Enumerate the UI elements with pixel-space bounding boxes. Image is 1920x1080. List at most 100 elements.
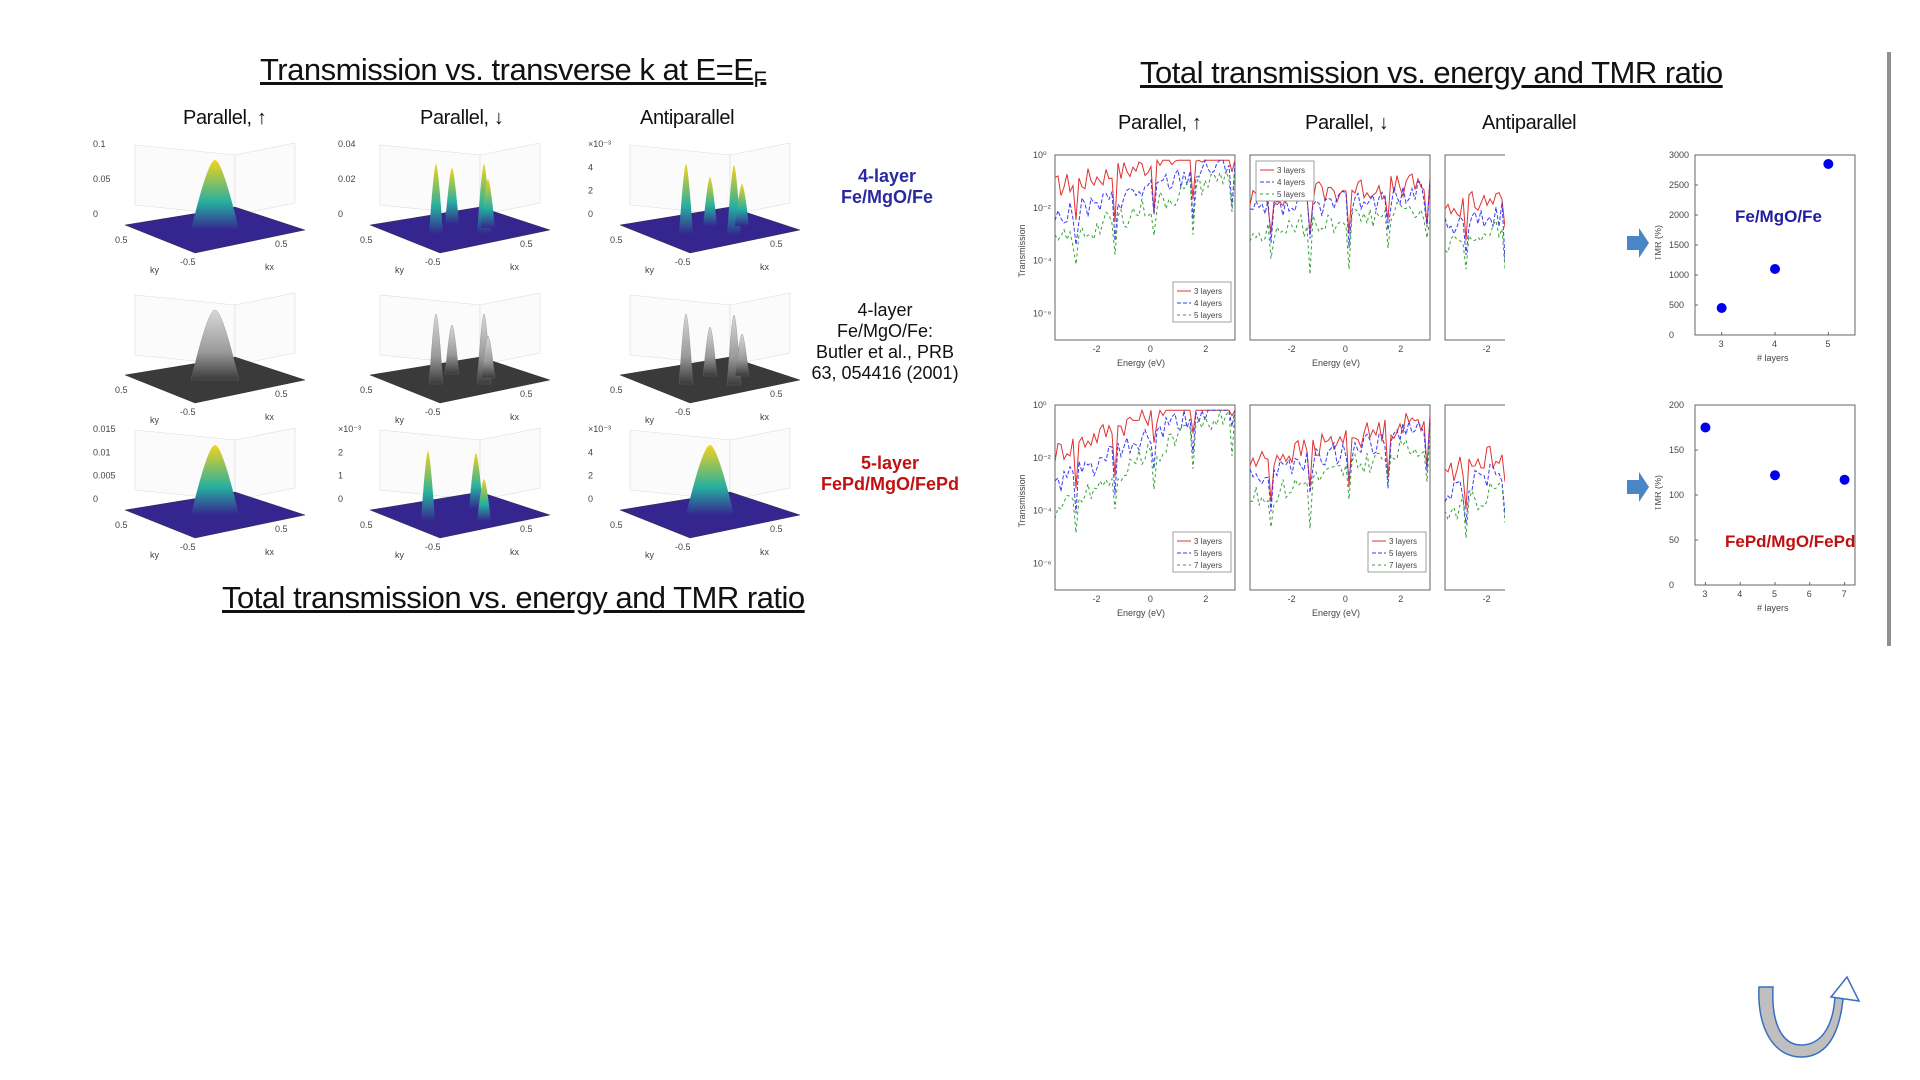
data-point	[1770, 470, 1780, 481]
y-tick-label: 10⁰	[1033, 400, 1047, 410]
transmission-panel: -2 0 2 Energy (eV) 10⁰ 10⁻² 10⁻⁴ 10⁻⁶ Transmissi…	[1017, 150, 1236, 368]
axis-tick-label: -0.5	[180, 257, 196, 267]
x-tick-label: 0	[1343, 594, 1348, 604]
x-axis-label: Energy (eV)	[1312, 358, 1360, 368]
surface-peak	[190, 309, 240, 381]
transmission-series-line	[1054, 169, 1236, 265]
x-tick-label: 4	[1737, 589, 1742, 599]
axis-k-label: kx	[265, 547, 275, 557]
surface-base	[619, 206, 801, 254]
data-point	[1716, 303, 1727, 313]
row-label-fe-mgo-fe: 4-layer Fe/MgO/Fe	[812, 166, 962, 208]
surface-peak	[686, 445, 734, 515]
axis-tick-label: 0.5	[770, 239, 783, 249]
axis-k-label: kx	[760, 547, 770, 557]
x-tick-label: -2	[1483, 594, 1491, 604]
z-tick-label: 0.04	[338, 139, 356, 149]
surface-peak	[481, 179, 495, 228]
axis-k-label: kx	[510, 412, 520, 422]
z-tick-label: 0	[588, 209, 593, 219]
surface-peak	[469, 453, 483, 509]
row-label-fepd-mgo-fepd: 5-layer FePd/MgO/FePd	[800, 453, 980, 495]
row-label-line: Fe/MgO/Fe	[840, 187, 933, 207]
z-tick-label: 0	[338, 494, 343, 504]
axis-k-label: ky	[150, 550, 160, 560]
axis-tick-label: 0.5	[610, 385, 623, 395]
x-tick-label: -2	[1483, 344, 1491, 354]
surface-peak	[421, 451, 435, 521]
row-label-line: FePd/MgO/FePd	[820, 474, 959, 494]
legend-label: 7 layers	[1389, 561, 1417, 570]
z-tick-label: 0	[93, 209, 98, 219]
axis-tick-label: -0.5	[180, 407, 196, 417]
legend-box	[1367, 531, 1427, 573]
transmission-panel: -2 0 2 Energy (eV) 3 layers 5 layers 7 layers	[1249, 404, 1431, 618]
surface-base	[369, 356, 551, 404]
u-turn-arrow-icon[interactable]	[1755, 975, 1865, 1065]
z-tick-label: 0.015	[93, 424, 116, 434]
right-arrow-icon	[1627, 472, 1649, 502]
x-axis-label: Energy (eV)	[1117, 358, 1165, 368]
z-tick-label: 0.01	[93, 447, 111, 457]
surface-plot: 0.5 -0.5 0.5 ky kx	[115, 292, 306, 425]
axis-tick-label: 0.5	[275, 389, 288, 399]
y-tick-label: 500	[1669, 300, 1684, 310]
legend-label: 5 layers	[1389, 549, 1417, 558]
data-point	[1700, 422, 1711, 433]
axis-k-label: kx	[510, 547, 520, 557]
axis-tick-label: 0.5	[360, 520, 373, 530]
row-label-line: Butler et al., PRB	[815, 342, 955, 362]
plot-wall	[234, 427, 296, 501]
y-tick-label: 50	[1669, 535, 1679, 545]
z-tick-label: ×10⁻³	[588, 424, 611, 434]
x-tick-label: 5	[1825, 339, 1830, 349]
axis-tick-label: -0.5	[180, 542, 196, 552]
x-axis-label: Energy (eV)	[1117, 608, 1165, 618]
z-tick-label: 0.02	[338, 174, 356, 184]
axis-k-label: ky	[645, 550, 655, 560]
plot-wall	[379, 144, 481, 216]
left-col-parallel-down: Parallel, ↓	[420, 107, 504, 129]
transmission-panel: -2 0 2 Energy (eV) 10⁰ 10⁻² 10⁻⁴ 10⁻⁶ Transmissi…	[1017, 400, 1236, 618]
legend-box	[1172, 281, 1232, 323]
right-title: Total transmission vs. energy and TMR ra…	[1140, 55, 1723, 90]
transmission-series-line	[1444, 219, 1505, 270]
row-label-butler: 4-layer Fe/MgO/Fe: Butler et al., PRB 63…	[790, 300, 980, 384]
axis-tick-label: 0.5	[115, 520, 128, 530]
transmission-series-line	[1054, 409, 1236, 534]
z-tick-label: 0.005	[93, 471, 116, 481]
legend-label: 4 layers	[1277, 178, 1305, 187]
x-tick-label: -2	[1093, 594, 1101, 604]
axis-tick-label: -0.5	[425, 542, 441, 552]
axis-k-label: kx	[265, 412, 275, 422]
axis-tick-label: 0.5	[275, 239, 288, 249]
axis-k-label: ky	[645, 265, 655, 275]
surface-plot: 0.04 0.02 0 0.5 -0.5 0.5 ky kx	[338, 139, 551, 275]
transmission-series-line	[1444, 463, 1505, 524]
vertical-divider	[1887, 52, 1891, 646]
left-title: Transmission vs. transverse k at E=EF	[260, 52, 767, 93]
axis-k-label: kx	[510, 262, 520, 272]
left-title-subscript: F	[753, 67, 767, 93]
axis-tick-label: -0.5	[425, 257, 441, 267]
axis-tick-label: 0.5	[770, 389, 783, 399]
axis-tick-label: 0.5	[360, 385, 373, 395]
surface-plot: 0.5 -0.5 0.5 ky kx	[610, 292, 801, 425]
legend-label: 3 layers	[1194, 537, 1222, 546]
y-tick-label: 10⁻⁴	[1033, 506, 1052, 516]
transmission-series-line	[1054, 158, 1236, 245]
axis-k-label: ky	[150, 265, 160, 275]
tmr-scatter-chart: 3 4 5 0 500 1000 1500 2000 2500 3000 # layers TMR (…	[1655, 150, 1856, 363]
x-tick-label: 2	[1203, 344, 1208, 354]
axis-k-label: ky	[395, 550, 405, 560]
row-label-line: Fe/MgO/Fe:	[836, 321, 934, 341]
data-point	[1770, 264, 1780, 274]
axis-tick-label: 0.5	[275, 524, 288, 534]
transmission-series-line	[1444, 190, 1505, 241]
left-col-parallel-up: Parallel, ↑	[183, 107, 267, 129]
x-tick-label: 2	[1203, 594, 1208, 604]
y-tick-label: 1500	[1669, 240, 1689, 250]
transmission-series-line	[1249, 180, 1431, 248]
legend-label: 3 layers	[1277, 166, 1305, 175]
axis-k-label: kx	[265, 262, 275, 272]
